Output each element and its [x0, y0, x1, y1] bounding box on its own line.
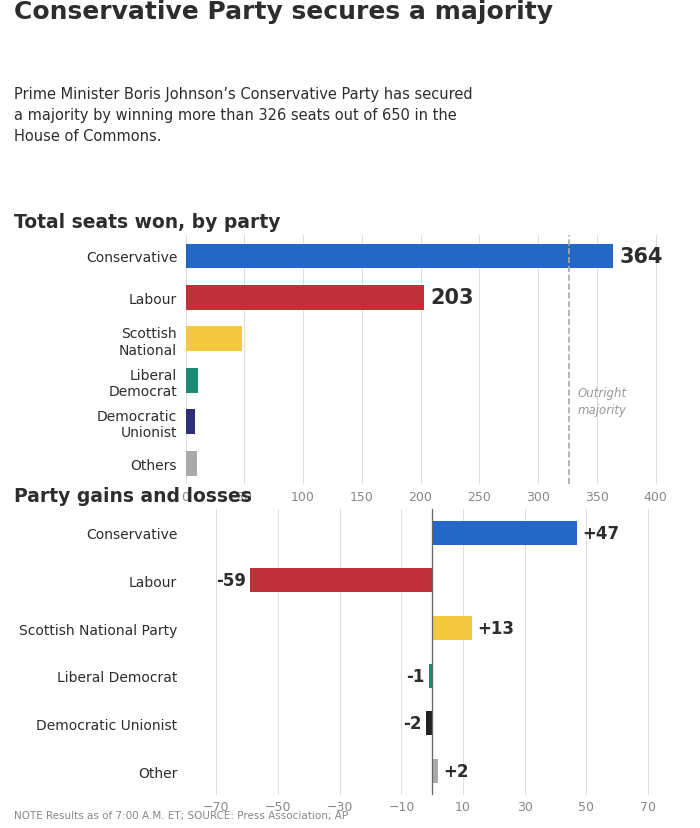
Bar	[186, 451, 197, 476]
Bar	[433, 759, 438, 783]
Text: -59: -59	[216, 571, 246, 590]
Bar	[186, 327, 242, 352]
Bar	[186, 244, 613, 269]
Text: Conservative Party secures a majority: Conservative Party secures a majority	[14, 0, 553, 24]
Text: Total seats won, by party: Total seats won, by party	[14, 213, 281, 232]
Bar	[426, 711, 433, 735]
Text: 364: 364	[619, 247, 663, 267]
Text: Prime Minister Boris Johnson’s Conservative Party has secured
a majority by winn: Prime Minister Boris Johnson’s Conservat…	[14, 87, 472, 143]
Bar	[186, 286, 424, 310]
Text: -1: -1	[406, 667, 424, 685]
Bar	[429, 664, 433, 688]
Text: +2: +2	[443, 762, 468, 780]
Text: 203: 203	[430, 288, 473, 308]
Bar	[433, 616, 473, 640]
Text: +47: +47	[582, 524, 619, 542]
Text: Outright
majority: Outright majority	[578, 387, 627, 416]
Text: +13: +13	[477, 619, 514, 638]
Text: NOTE Results as of 7:00 A.M. ET; SOURCE: Press Association; AP: NOTE Results as of 7:00 A.M. ET; SOURCE:…	[14, 810, 348, 820]
Bar	[186, 368, 198, 393]
Bar	[251, 569, 433, 593]
Bar	[186, 410, 195, 435]
Bar	[433, 521, 578, 545]
Text: Party gains and losses: Party gains and losses	[14, 486, 252, 505]
Text: -2: -2	[403, 715, 421, 733]
